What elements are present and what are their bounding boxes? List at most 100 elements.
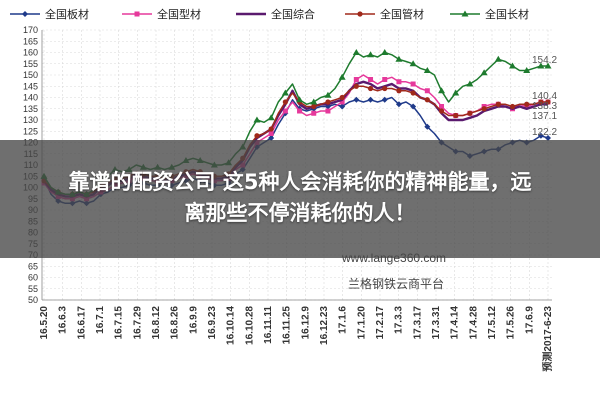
end-value-label: 154.2: [532, 55, 557, 66]
x-tick-label: 预测2017-6-23: [541, 306, 554, 372]
series-point: [467, 110, 473, 116]
series-point: [509, 62, 517, 69]
legend-item-1[interactable]: 全国板材: [10, 7, 89, 21]
end-value-label: 137.1: [532, 111, 557, 122]
series-point: [368, 77, 374, 82]
y-tick-label: 165: [23, 36, 38, 46]
series-point: [481, 106, 487, 112]
series-point: [282, 108, 288, 114]
end-value-label: 140.4: [532, 91, 557, 102]
series-point: [339, 94, 345, 101]
series-point: [396, 79, 402, 85]
x-tick-label: 16.6.17: [76, 306, 87, 340]
x-tick-label: 17.5.26: [506, 306, 517, 340]
promo-overlay-band: [0, 140, 600, 258]
series-point: [524, 101, 530, 107]
promo-headline-line1[interactable]: 靠谱的配资公司 这5种人会消耗你的精神能量，远: [68, 170, 532, 194]
y-tick-label: 150: [23, 70, 38, 80]
y-tick-label: 160: [23, 48, 38, 58]
x-tick-label: 16.11.11: [263, 306, 274, 344]
y-tick-label: 60: [28, 273, 38, 283]
legend-item-2[interactable]: 全国型材: [122, 7, 201, 21]
x-tick-label: 16.11.25: [282, 306, 293, 345]
series-point: [410, 103, 417, 110]
series-point: [538, 99, 544, 105]
series-point: [382, 85, 388, 92]
x-tick-label: 16.12.23: [319, 306, 330, 345]
x-tick-label: 17.1.20: [356, 306, 367, 340]
series-point: [452, 89, 460, 96]
x-tick-label: 16.8.12: [151, 306, 162, 340]
series-point: [297, 108, 303, 114]
series-point: [310, 98, 318, 105]
series-point: [544, 62, 552, 69]
end-value-label: 138.3: [532, 101, 557, 112]
legend-swatch-marker: [461, 10, 469, 17]
series-point: [268, 131, 274, 136]
x-tick-label: 17.3.17: [412, 306, 423, 340]
x-tick-label: 16.10.28: [244, 306, 255, 345]
series-point: [282, 99, 288, 105]
series-point: [353, 96, 360, 103]
series-point: [494, 55, 502, 62]
series-point: [545, 135, 551, 141]
legend-item-3[interactable]: 全国综合: [236, 7, 315, 21]
series-point: [423, 67, 431, 73]
x-tick-label: 17.3.31: [431, 306, 442, 340]
series-point: [409, 60, 417, 67]
series-point: [296, 96, 304, 103]
series-point: [410, 90, 416, 96]
series-point: [439, 104, 445, 109]
end-value-label: 122.2: [532, 127, 557, 138]
series-point: [324, 91, 332, 98]
legend-label: 全国型材: [157, 7, 201, 21]
y-tick-label: 55: [28, 284, 38, 294]
y-tick-label: 140: [23, 93, 38, 103]
series-point: [352, 49, 360, 55]
series-point: [395, 55, 403, 62]
x-tick-label: 17.6.9: [524, 306, 535, 334]
series-point: [424, 97, 430, 103]
series-point: [438, 108, 445, 114]
y-tick-label: 130: [23, 115, 38, 125]
x-tick-label: 17.5.12: [487, 306, 498, 340]
y-tick-label: 65: [28, 261, 38, 271]
series-point: [254, 133, 260, 139]
x-tick-label: 17.4.14: [450, 306, 461, 340]
series-point: [495, 101, 501, 107]
y-tick-label: 50: [28, 295, 38, 305]
series-point: [353, 77, 359, 82]
promo-headline-line2[interactable]: 离那些不停消耗你的人！: [184, 201, 416, 225]
legend-swatch-marker: [22, 11, 28, 17]
series-point: [381, 49, 389, 55]
series-point: [545, 99, 551, 105]
legend-item-5[interactable]: 全国长材: [450, 7, 529, 21]
series-point: [353, 83, 359, 89]
series-point: [267, 114, 275, 121]
x-tick-label: 16.7.1: [95, 306, 106, 334]
series-point: [480, 69, 488, 76]
series-point: [311, 110, 317, 116]
x-tick-label: 17.4.28: [468, 306, 479, 340]
x-tick-label: 17.1.6: [338, 306, 349, 334]
series-point: [382, 77, 388, 82]
legend-label: 全国管材: [380, 7, 424, 21]
x-tick-label: 16.5.20: [39, 306, 50, 340]
series-point: [466, 80, 474, 87]
legend-label: 全国综合: [271, 7, 315, 21]
legend-label: 全国长材: [485, 7, 529, 21]
y-tick-label: 145: [23, 81, 38, 91]
series-point: [367, 85, 374, 92]
series-point: [523, 67, 531, 73]
legend-item-4[interactable]: 全国管材: [345, 7, 424, 21]
x-tick-label: 16.9.9: [188, 306, 199, 334]
series-point: [453, 112, 459, 119]
x-tick-label: 16.10.14: [226, 306, 237, 345]
x-tick-label: 16.8.26: [170, 306, 181, 340]
x-tick-label: 17.3.3: [394, 306, 405, 334]
chart-legend[interactable]: 全国板材 全国型材 全国综合 全国管材 全国长材: [10, 7, 529, 21]
series-point: [281, 89, 289, 96]
series-point: [424, 88, 430, 94]
legend-swatch-marker: [134, 11, 140, 17]
